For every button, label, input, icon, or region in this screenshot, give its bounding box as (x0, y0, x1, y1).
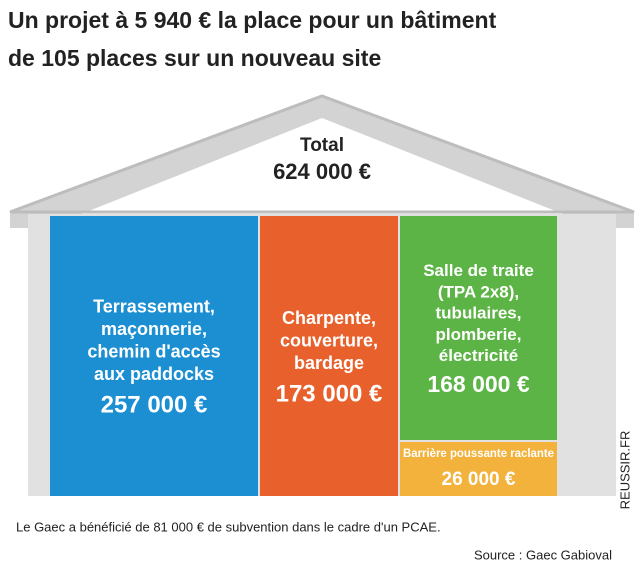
credit: REUSSIR.FR (617, 431, 632, 510)
tile-value: 168 000 € (427, 371, 530, 397)
source: Source : Gaec Gabioval (474, 547, 612, 562)
roof-edge (9, 94, 635, 214)
tile-value: 26 000 € (442, 469, 516, 490)
tile-label: chemin d'accès (87, 342, 220, 362)
tile-value: 173 000 € (276, 380, 383, 407)
tile-value: 257 000 € (101, 392, 208, 419)
title-line: Un projet à 5 940 € la place pour un bât… (8, 7, 497, 33)
total-value: 624 000 € (273, 159, 371, 184)
title-line: de 105 places sur un nouveau site (8, 45, 381, 71)
tile-label: Salle de traite (423, 261, 534, 280)
tile (400, 216, 557, 440)
tile-label: couverture, (280, 330, 378, 350)
tile-label: bardage (294, 353, 364, 373)
tile (400, 442, 557, 496)
tile-label: aux paddocks (94, 364, 214, 384)
tile-label: électricité (439, 346, 518, 365)
tile-label: Charpente, (282, 308, 376, 328)
tile-label: Terrassement, (93, 297, 215, 317)
tile-label: Barrière poussante raclante (403, 446, 554, 460)
tile (50, 216, 258, 496)
note: Le Gaec a bénéficié de 81 000 € de subve… (16, 519, 441, 534)
tile (260, 216, 398, 496)
tile-label: (TPA 2x8), (438, 282, 519, 301)
tile-label: plomberie, (436, 325, 522, 344)
tile-label: maçonnerie, (101, 319, 207, 339)
total-label: Total (300, 135, 344, 156)
tile-label: tubulaires, (436, 304, 522, 323)
